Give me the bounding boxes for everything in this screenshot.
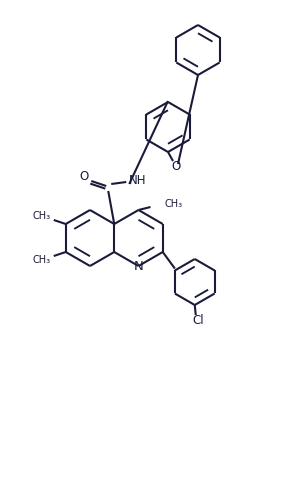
Text: O: O xyxy=(171,161,181,173)
Text: N: N xyxy=(134,261,143,273)
Text: CH₃: CH₃ xyxy=(33,211,51,221)
Text: O: O xyxy=(80,171,89,183)
Text: NH: NH xyxy=(128,173,146,187)
Text: CH₃: CH₃ xyxy=(33,255,51,265)
Text: CH₃: CH₃ xyxy=(164,199,183,209)
Text: Cl: Cl xyxy=(192,315,203,327)
